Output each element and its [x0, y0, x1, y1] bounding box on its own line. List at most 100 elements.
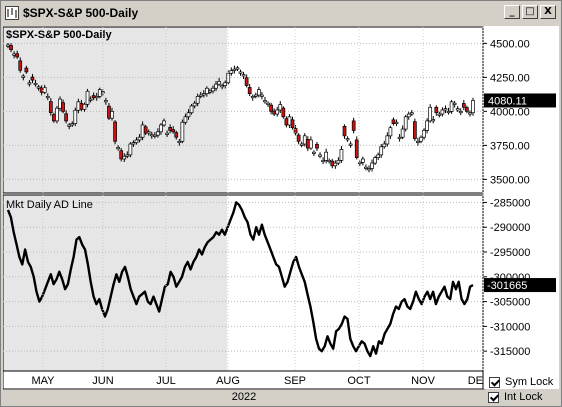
checkbox-icon[interactable]: [488, 391, 499, 403]
chart-app-icon: [5, 6, 19, 20]
chart-area[interactable]: 4500.00 4250.00 4000.00 3750.00 3500.00 4080.…: [3, 26, 559, 389]
candle-body: [409, 112, 414, 115]
candle-body: [342, 125, 347, 137]
candle-body: [455, 108, 460, 111]
candle-body: [85, 90, 90, 105]
candle-body: [290, 119, 295, 129]
minimize-button[interactable]: _: [504, 5, 520, 19]
candle-body: [137, 136, 142, 141]
candle-body: [125, 154, 130, 157]
last-ad-label: -301665: [487, 280, 527, 292]
candle-body: [458, 111, 463, 114]
candle-body: [88, 98, 93, 101]
candle-body: [367, 168, 371, 171]
checkbox-icon[interactable]: [489, 376, 500, 388]
candle-body: [171, 129, 176, 133]
date-axis-bg: [3, 370, 484, 389]
candle-body: [204, 87, 209, 95]
candle-body: [354, 139, 359, 158]
last-price-label: 4080.11: [488, 95, 527, 107]
ad-tick-label: -305000: [490, 297, 530, 309]
candle-body: [312, 151, 316, 154]
candle-body: [152, 134, 157, 137]
price-panel[interactable]: 4500.00 4250.00 4000.00 3750.00 3500.00 4080.…: [3, 26, 556, 194]
maximize-button[interactable]: □: [522, 5, 538, 19]
candle-body: [94, 96, 99, 99]
candle-body: [376, 154, 381, 158]
candle-body: [67, 124, 72, 127]
candle-body: [302, 135, 307, 145]
candle-body: [113, 121, 117, 142]
candle-body: [192, 102, 197, 107]
candle-body: [269, 104, 273, 112]
candle-body: [55, 107, 59, 122]
candle-body: [388, 127, 393, 137]
window-title: $SPX-S&P 500-Daily: [23, 6, 139, 20]
month-label: NOV: [411, 375, 436, 387]
close-button[interactable]: X: [540, 5, 556, 19]
candle-body: [293, 128, 298, 134]
candle-body: [260, 94, 264, 97]
candle-body: [428, 106, 433, 122]
candle-body: [12, 53, 16, 56]
candle-body: [82, 103, 87, 110]
month-label: JUN: [92, 375, 113, 387]
candle-body: [6, 44, 10, 47]
candle-body: [110, 111, 114, 119]
candle-body: [180, 121, 185, 142]
price-tick-label: 4250.00: [490, 72, 530, 84]
candle-body: [58, 98, 62, 109]
candle-body: [70, 123, 75, 126]
sym-lock-checkbox[interactable]: Sym Lock: [489, 376, 553, 388]
candle-body: [107, 105, 111, 119]
candle-body: [379, 146, 384, 156]
year-label: 2022: [3, 389, 485, 405]
candle-body: [241, 74, 246, 77]
price-chart-title: $SPX-S&P 500-Daily: [6, 29, 112, 41]
candle-body: [449, 101, 454, 112]
candle-body: [214, 83, 218, 89]
candle-body: [452, 102, 457, 105]
candle-body: [131, 142, 136, 145]
candle-body: [406, 113, 411, 118]
candle-body: [73, 109, 78, 124]
price-tick-label: 4000.00: [490, 106, 530, 118]
candle-body: [287, 116, 292, 126]
ad-chart-title: Mkt Daily AD Line: [6, 199, 93, 211]
candle-body: [275, 109, 280, 115]
candle-body: [446, 111, 451, 114]
candle-body: [174, 132, 179, 138]
ad-line-panel[interactable]: -285000-290000-295000-300000-305000-3100…: [3, 194, 556, 372]
candle-body: [425, 120, 429, 131]
candle-body: [400, 128, 405, 138]
candle-body: [97, 89, 102, 97]
price-tick-label: 3750.00: [490, 140, 530, 152]
candle-body: [36, 86, 41, 89]
candle-body: [403, 116, 408, 130]
int-lock-checkbox[interactable]: Int Lock: [488, 391, 543, 403]
candle-body: [361, 158, 365, 163]
candle-body: [471, 100, 475, 114]
candle-body: [195, 96, 200, 104]
candle-body: [284, 118, 289, 126]
candle-body: [30, 76, 35, 81]
int-lock-label: Int Lock: [504, 391, 543, 403]
candle-body: [39, 87, 44, 93]
candle-body: [189, 105, 194, 114]
candle-body: [48, 101, 53, 114]
sym-lock-label: Sym Lock: [505, 376, 554, 388]
candle-body: [211, 87, 215, 92]
candle-body: [244, 77, 249, 86]
candle-body: [116, 147, 120, 150]
price-tick-label: 3500.00: [490, 174, 530, 186]
candle-body: [348, 143, 353, 146]
candle-body: [156, 131, 160, 136]
candle-body: [42, 87, 47, 93]
ad-tick-label: -295000: [490, 247, 530, 259]
price-tick-label: 4500.00: [490, 38, 530, 50]
candle-body: [345, 138, 350, 141]
candle-body: [382, 143, 387, 148]
month-label: SEP: [284, 375, 306, 387]
candle-body: [339, 149, 344, 161]
month-label: DE: [468, 375, 483, 387]
